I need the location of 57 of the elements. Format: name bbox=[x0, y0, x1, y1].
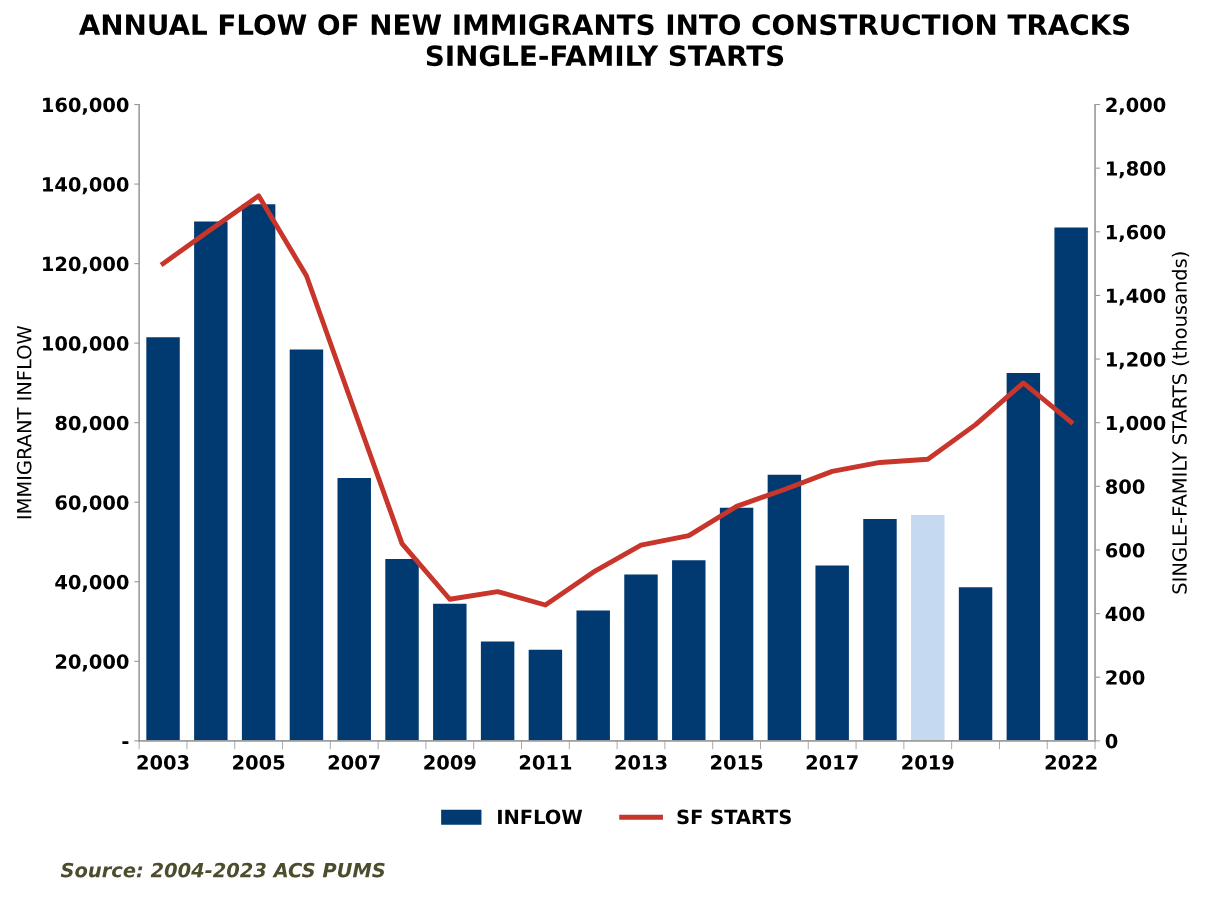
y-tick-label: 160,000 bbox=[43, 97, 129, 115]
bar bbox=[624, 574, 658, 741]
y-tick-label: 20,000 bbox=[55, 654, 129, 672]
x-tick-label: 2013 bbox=[615, 755, 667, 770]
y2-tick-label: 1,200 bbox=[1106, 352, 1166, 370]
x-tick-label: 2019 bbox=[902, 755, 954, 770]
bar bbox=[241, 204, 276, 741]
x-tick-label: 2003 bbox=[137, 755, 189, 770]
x-tick-label: 2005 bbox=[233, 755, 285, 770]
y-axis-title: IMMIGRANT INFLOW bbox=[16, 325, 32, 519]
bar bbox=[863, 518, 897, 741]
legend-label: INFLOW bbox=[498, 809, 583, 825]
bar bbox=[433, 603, 467, 741]
bar bbox=[480, 641, 515, 741]
y2-tick-label: 0 bbox=[1105, 733, 1118, 749]
bar bbox=[719, 507, 754, 741]
y-tick-label: 140,000 bbox=[43, 177, 129, 195]
y2-tick-label: 1,400 bbox=[1106, 288, 1166, 306]
x-tick-label: 2017 bbox=[806, 755, 858, 770]
y-tick-label: - bbox=[122, 741, 129, 745]
bar bbox=[289, 349, 324, 741]
y2-tick-label: 200 bbox=[1106, 670, 1145, 685]
y2-tick-label: 1,800 bbox=[1106, 161, 1166, 179]
source-note: Source: 2004-2023 ACS PUMS bbox=[60, 862, 385, 878]
chart-title: ANNUAL FLOW OF NEW IMMIGRANTS INTO CONSTRUCTION TRACKS SINGLE-FAMILY STARTS bbox=[78, 14, 1130, 67]
y-tick-label: 120,000 bbox=[43, 256, 129, 274]
bar bbox=[958, 587, 993, 741]
bar bbox=[672, 560, 706, 741]
bar bbox=[815, 565, 849, 741]
bar bbox=[911, 514, 945, 741]
bar bbox=[767, 474, 802, 741]
x-tick-label: 2022 bbox=[1045, 755, 1097, 770]
y2-tick-label: 600 bbox=[1105, 542, 1145, 558]
legend-label: SF STARTS bbox=[677, 809, 791, 825]
bar bbox=[528, 649, 563, 741]
y2-tick-label: 1,000 bbox=[1106, 415, 1166, 433]
line-series bbox=[160, 193, 1074, 608]
y-tick-label: 40,000 bbox=[55, 574, 129, 592]
bar bbox=[576, 610, 610, 741]
y2-axis-title: SINGLE-FAMILY STARTS (thousands) bbox=[1171, 252, 1190, 594]
bar bbox=[337, 477, 371, 741]
y2-tick-label: 400 bbox=[1105, 606, 1145, 622]
bar bbox=[1054, 227, 1088, 741]
x-tick-label: 2015 bbox=[711, 755, 763, 770]
x-tick-label: 2009 bbox=[424, 755, 476, 770]
y2-tick-label: 1,600 bbox=[1106, 224, 1166, 242]
y-tick-label: 80,000 bbox=[55, 415, 129, 433]
bar bbox=[1006, 372, 1041, 741]
x-tick-label: 2011 bbox=[519, 755, 572, 770]
x-tick-label: 2007 bbox=[328, 755, 380, 770]
bar bbox=[385, 559, 419, 741]
y2-tick-label: 2,000 bbox=[1106, 97, 1166, 115]
y-tick-label: 100,000 bbox=[43, 336, 129, 354]
y-tick-label: 60,000 bbox=[55, 495, 129, 513]
y2-tick-label: 800 bbox=[1105, 479, 1145, 494]
bar bbox=[146, 337, 180, 741]
bar bbox=[194, 221, 228, 741]
